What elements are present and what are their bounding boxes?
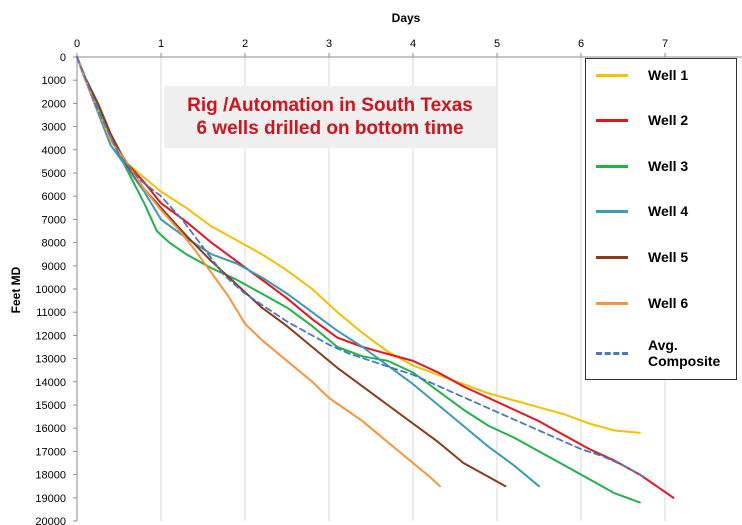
y-tick-label: 13000 <box>35 354 66 366</box>
y-tick-label: 7000 <box>42 214 66 226</box>
legend-label: Well 6 <box>648 295 689 311</box>
legend-swatch <box>596 73 628 77</box>
y-tick-label: 14000 <box>35 377 66 389</box>
x-tick-label: 3 <box>326 38 332 50</box>
series-line-7 <box>76 56 645 478</box>
x-tick-label: 6 <box>578 38 584 50</box>
y-tick-label: 17000 <box>35 446 66 458</box>
legend-label: Well 1 <box>648 67 689 83</box>
y-tick-label: 4000 <box>42 145 66 157</box>
series-lines <box>76 56 675 504</box>
series-line-4 <box>76 56 540 488</box>
series-line-2 <box>76 56 675 499</box>
legend-swatch <box>596 301 628 305</box>
y-tick-label: 0 <box>60 52 66 64</box>
legend-label: Well 3 <box>648 158 689 174</box>
legend-swatch <box>596 351 628 355</box>
legend-swatch <box>596 255 628 259</box>
x-tick-label: 7 <box>662 38 668 50</box>
legend-swatch <box>596 118 628 122</box>
legend-item-5: Well 5 <box>596 249 688 265</box>
y-tick-label: 5000 <box>42 168 66 180</box>
legend-swatch <box>596 164 628 168</box>
y-tick-label: 10000 <box>35 284 66 296</box>
x-tick-labels: 0 1 2 3 4 5 6 7 <box>74 38 668 50</box>
x-tick-label: 2 <box>242 38 248 50</box>
x-tick-label: 4 <box>410 38 416 50</box>
y-tick-label: 12000 <box>35 330 66 342</box>
x-tick-label: 1 <box>158 38 164 50</box>
y-tick-label: 9000 <box>42 261 66 273</box>
x-tick-label: 0 <box>74 38 80 50</box>
y-tick-label: 6000 <box>42 191 66 203</box>
y-tick-labels: 0 1000 2000 3000 4000 5000 6000 7000 8000 9000 100… <box>35 52 66 525</box>
legend-item-6: Well 6 <box>596 295 688 311</box>
annotation-line-1: Rig /Automation in South Texas <box>187 95 473 116</box>
annotation-line-2: 6 wells drilled on bottom time <box>196 118 464 139</box>
y-axis-title: Feet MD <box>9 266 23 313</box>
legend-item-4: Well 4 <box>596 203 688 219</box>
legend-label: Well 2 <box>648 112 689 128</box>
y-tick-label: 20000 <box>35 516 66 525</box>
legend-item-2: Well 2 <box>596 112 688 128</box>
y-tick-label: 18000 <box>35 470 66 482</box>
series-line-5 <box>76 56 507 488</box>
legend-label: Well 5 <box>648 249 689 265</box>
y-tick-label: 16000 <box>35 423 66 435</box>
legend-label: Well 4 <box>648 203 689 219</box>
y-tick-label: 19000 <box>35 493 66 505</box>
x-axis-title: Days <box>392 11 421 25</box>
y-tick-label: 3000 <box>42 122 66 134</box>
series-line-3 <box>76 56 641 504</box>
legend-item-7: Avg. Composite <box>596 337 720 369</box>
legend-swatch <box>596 209 628 213</box>
axes <box>73 53 742 522</box>
legend-item-1: Well 1 <box>596 67 688 83</box>
annotation-box: Rig /Automation in South Texas 6 wells d… <box>164 86 496 148</box>
y-tick-label: 8000 <box>42 238 66 250</box>
x-tick-label: 5 <box>494 38 500 50</box>
y-tick-label: 15000 <box>35 400 66 412</box>
legend: Well 1 Well 2 Well 3 Well 4 Well 5 Well 6 Avg.… <box>585 58 737 380</box>
y-tick-label: 2000 <box>42 98 66 110</box>
y-tick-label: 1000 <box>42 75 66 87</box>
legend-label: Avg. Composite <box>648 337 721 369</box>
legend-item-3: Well 3 <box>596 158 688 174</box>
y-tick-label: 11000 <box>36 307 66 319</box>
